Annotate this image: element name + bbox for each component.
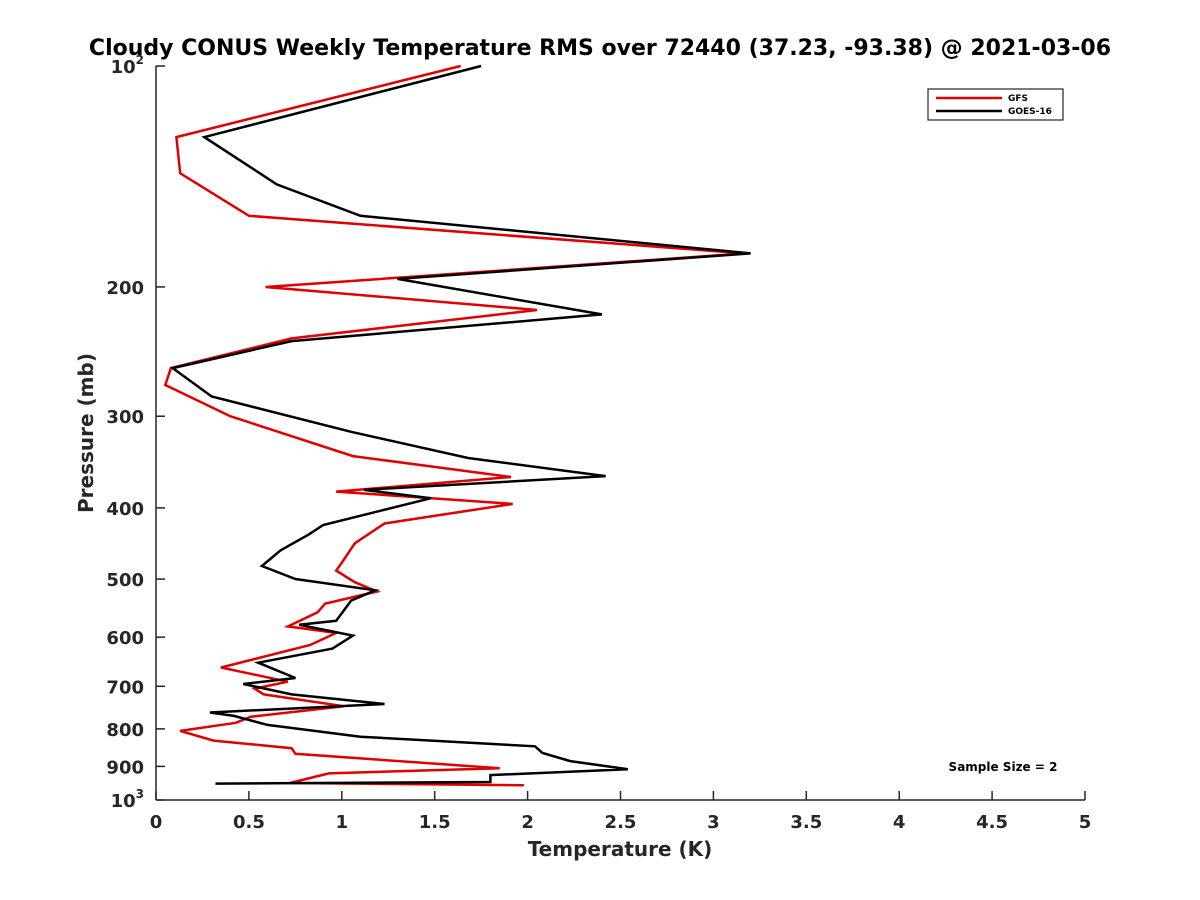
legend-label-goes-16: GOES-16 bbox=[1008, 107, 1052, 117]
series-line-gfs bbox=[163, 64, 746, 787]
y-tick-label: 500 bbox=[106, 570, 144, 591]
y-tick-label: 700 bbox=[106, 677, 144, 698]
x-tick-label: 0 bbox=[150, 812, 163, 833]
y-tick-label: 102 bbox=[111, 53, 144, 78]
y-tick-label: 400 bbox=[106, 499, 144, 520]
x-tick-label: 3 bbox=[707, 812, 720, 833]
x-axis-label: Temperature (K) bbox=[528, 837, 713, 861]
series-line-goes-16 bbox=[169, 64, 751, 785]
x-tick-label: 1 bbox=[336, 812, 349, 833]
legend-box bbox=[927, 88, 1064, 121]
series-layer bbox=[163, 64, 751, 787]
x-tick-label: 0.5 bbox=[233, 812, 265, 833]
x-tick-label: 5 bbox=[1079, 812, 1092, 833]
y-tick-label: 300 bbox=[106, 407, 144, 428]
chart-title: Cloudy CONUS Weekly Temperature RMS over… bbox=[89, 36, 1111, 61]
y-tick-label: 600 bbox=[106, 628, 144, 649]
y-tick-label: 200 bbox=[106, 278, 144, 299]
x-tick-label: 1.5 bbox=[419, 812, 451, 833]
x-tick-label: 4 bbox=[893, 812, 906, 833]
legend-label-gfs: GFS bbox=[1008, 94, 1028, 104]
y-axis-label: Pressure (mb) bbox=[74, 353, 98, 513]
y-tick-label: 103 bbox=[111, 787, 144, 812]
y-tick-label: 800 bbox=[106, 720, 144, 741]
x-tick-label: 4.5 bbox=[976, 812, 1008, 833]
x-tick-label: 3.5 bbox=[790, 812, 822, 833]
x-tick-label: 2 bbox=[521, 812, 534, 833]
y-tick-label: 900 bbox=[106, 757, 144, 778]
legend: GFS GOES-16 bbox=[927, 88, 1064, 121]
x-tick-label: 2.5 bbox=[605, 812, 637, 833]
axes-layer: 0 0.5 1 1.5 2 2.5 3 3.5 4 4.5 5 102 200 300 400 500 600 7… bbox=[106, 53, 1091, 833]
sample-size-annotation: Sample Size = 2 bbox=[949, 760, 1058, 774]
